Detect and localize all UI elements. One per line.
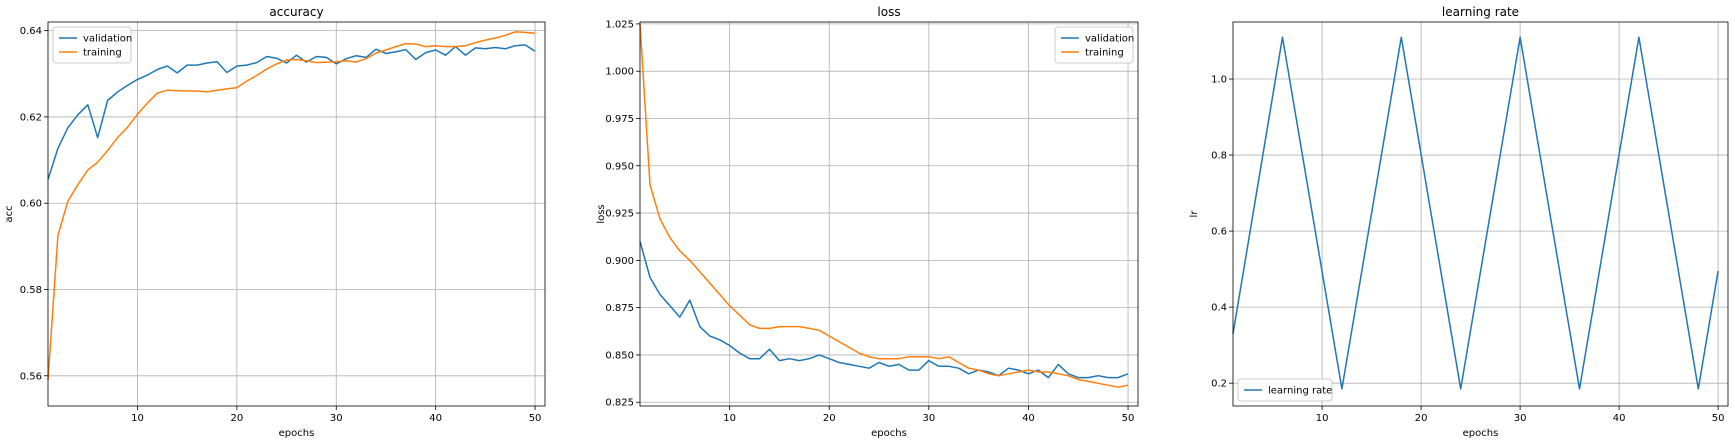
grid bbox=[48, 22, 545, 406]
legend-label: training bbox=[83, 48, 122, 59]
y-tick-label: 1.000 bbox=[605, 67, 634, 78]
x-tick-label: 10 bbox=[723, 413, 736, 424]
y-tick-label: 0.60 bbox=[20, 199, 42, 210]
x-axis-label: epochs bbox=[871, 428, 907, 439]
grid bbox=[1233, 22, 1728, 406]
legend-label: validation bbox=[83, 34, 132, 45]
chart-0: 10 20 30 40 50 0.56 0.58 0.60 0.62 0.64 accuracy ep… bbox=[4, 5, 546, 439]
y-tick-label: 0.925 bbox=[605, 209, 634, 220]
y-tick-label: 1.0 bbox=[1211, 75, 1227, 86]
x-tick-label: 10 bbox=[131, 413, 144, 424]
series-line-validation bbox=[639, 241, 1129, 379]
y-tick-label: 0.6 bbox=[1211, 227, 1227, 238]
x-tick-label: 30 bbox=[922, 413, 935, 424]
legend-box bbox=[52, 26, 132, 64]
x-tick-label: 40 bbox=[1613, 413, 1626, 424]
y-tick-label: 1.025 bbox=[605, 19, 634, 30]
series-line-training bbox=[639, 23, 1129, 388]
plot-frame bbox=[639, 21, 1139, 407]
x-tick-label: 20 bbox=[1415, 413, 1428, 424]
y-tick-label: 0.8 bbox=[1211, 151, 1227, 162]
legend-label: validation bbox=[1085, 34, 1134, 45]
x-axis-label: epochs bbox=[1463, 428, 1499, 439]
y-tick-label: 0.58 bbox=[20, 285, 42, 296]
x-tick-label: 20 bbox=[230, 413, 243, 424]
x-tick-label: 10 bbox=[1316, 413, 1329, 424]
x-tick-label: 40 bbox=[429, 413, 442, 424]
x-tick-label: 50 bbox=[529, 413, 542, 424]
series-line-learning-rate bbox=[1232, 36, 1719, 390]
x-tick-label: 30 bbox=[1514, 413, 1527, 424]
plot-frame bbox=[47, 21, 546, 407]
legend: validation training bbox=[52, 26, 132, 64]
y-tick-label: 0.64 bbox=[20, 26, 42, 37]
ticks: 10 20 30 40 50 0.56 0.58 0.60 0.62 0.64 bbox=[20, 26, 542, 424]
y-tick-label: 0.4 bbox=[1211, 303, 1227, 314]
x-tick-label: 50 bbox=[1712, 413, 1725, 424]
y-tick-label: 0.950 bbox=[605, 161, 634, 172]
legend-box bbox=[1054, 26, 1134, 64]
grid bbox=[640, 22, 1138, 406]
y-tick-label: 0.825 bbox=[605, 398, 634, 409]
y-tick-label: 0.56 bbox=[20, 371, 42, 382]
x-tick-label: 40 bbox=[1022, 413, 1035, 424]
y-axis-label: acc bbox=[4, 205, 15, 222]
y-tick-label: 0.975 bbox=[605, 114, 634, 125]
chart-2: 10 20 30 40 50 0.2 0.4 0.6 0.8 1.0 learning rate ep… bbox=[1189, 5, 1729, 439]
chart-title: loss bbox=[877, 5, 900, 19]
legend-label: learning rate bbox=[1268, 386, 1332, 397]
x-axis-label: epochs bbox=[279, 428, 315, 439]
y-tick-label: 0.850 bbox=[605, 350, 634, 361]
chart-title: learning rate bbox=[1442, 5, 1519, 19]
y-axis-label: lr bbox=[1189, 210, 1200, 218]
x-tick-label: 30 bbox=[330, 413, 343, 424]
x-tick-label: 20 bbox=[823, 413, 836, 424]
legend-label: training bbox=[1085, 48, 1124, 59]
y-tick-label: 0.875 bbox=[605, 303, 634, 314]
y-tick-label: 0.62 bbox=[20, 112, 42, 123]
legend: validation training bbox=[1054, 26, 1134, 64]
y-axis-label: loss bbox=[596, 204, 607, 223]
series-line-training bbox=[47, 31, 536, 381]
ticks: 10 20 30 40 50 0.825 0.850 0.875 0.900 0.925 0.950… bbox=[605, 19, 1134, 424]
chart-title: accuracy bbox=[269, 5, 323, 19]
y-tick-label: 0.2 bbox=[1211, 379, 1227, 390]
ticks: 10 20 30 40 50 0.2 0.4 0.6 0.8 1.0 bbox=[1211, 75, 1724, 424]
x-tick-label: 50 bbox=[1122, 413, 1135, 424]
plot-frame bbox=[1232, 21, 1729, 407]
y-tick-label: 0.900 bbox=[605, 256, 634, 267]
legend-box bbox=[1237, 378, 1333, 402]
series-line-validation bbox=[47, 44, 536, 180]
chart-1: 10 20 30 40 50 0.825 0.850 0.875 0.900 0.925 0.950… bbox=[596, 5, 1139, 439]
legend: learning rate bbox=[1237, 378, 1333, 402]
